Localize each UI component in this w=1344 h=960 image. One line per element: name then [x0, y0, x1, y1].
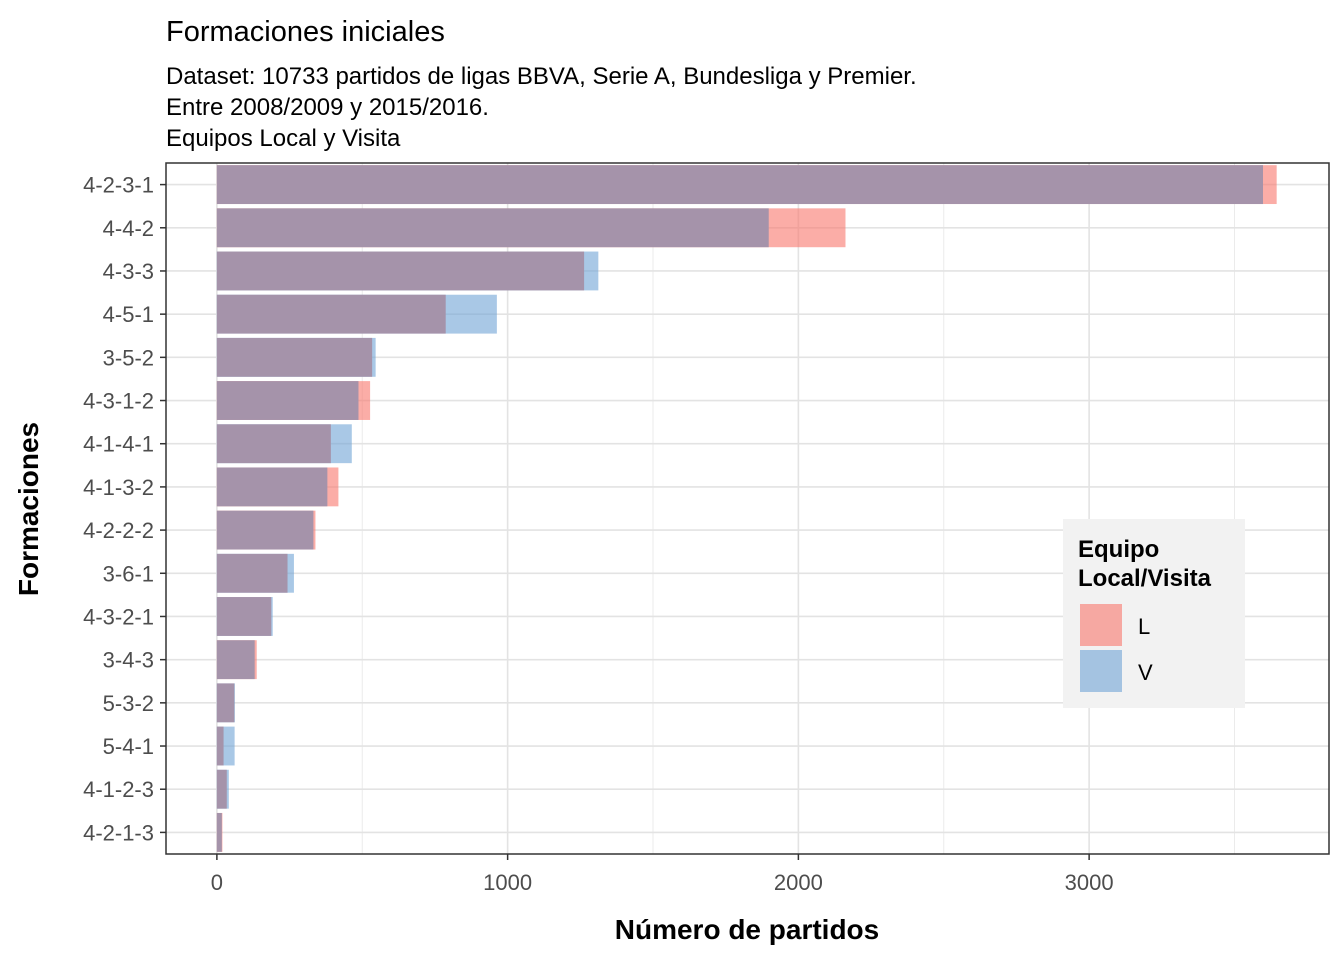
y-axis-label: Formaciones [13, 422, 44, 596]
bar-overlap-4-4-2 [216, 208, 769, 248]
y-tick-label: 4-3-1-2 [83, 389, 154, 414]
bars [216, 165, 1277, 852]
x-tick-label: 2000 [774, 870, 823, 895]
chart-subtitle-line-2: Entre 2008/2009 y 2015/2016. [166, 94, 489, 121]
bar-overlap-4-2-3-1 [216, 165, 1263, 205]
y-tick-label: 4-1-4-1 [83, 432, 154, 457]
legend-title-line-1: Equipo [1078, 536, 1159, 563]
bar-overlap-4-3-1-2 [216, 381, 359, 420]
y-tick-label: 3-4-3 [103, 648, 154, 673]
legend-key-v [1080, 650, 1122, 692]
legend-label-l: L [1138, 614, 1150, 639]
y-tick-label: 4-4-2 [103, 216, 154, 241]
bar-overlap-5-4-1 [216, 726, 224, 766]
bar-overlap-4-1-3-2 [216, 467, 328, 507]
chart-subtitle-line-1: Dataset: 10733 partidos de ligas BBVA, S… [166, 63, 917, 90]
y-axis: 4-2-3-1 4-4-2 4-3-3 4-5-1 3-5-2 4-3-1-2 4-1-4-… [83, 173, 166, 845]
y-tick-label: 4-3-2-1 [83, 604, 154, 629]
legend-label-v: V [1138, 660, 1153, 685]
legend-title-line-2: Local/Visita [1078, 565, 1212, 592]
bar-overlap-4-3-2-1 [216, 597, 272, 636]
y-tick-label: 4-3-3 [103, 259, 154, 284]
bar-overlap-3-4-3 [216, 640, 255, 680]
bar-overlap-4-5-1 [216, 294, 446, 334]
x-tick-label: 3000 [1065, 870, 1114, 895]
y-tick-label: 4-1-2-3 [83, 777, 154, 802]
y-tick-label: 5-3-2 [103, 691, 154, 716]
legend-key-l [1080, 604, 1122, 646]
x-axis-label: Número de partidos [615, 914, 879, 945]
x-tick-label: 1000 [483, 870, 532, 895]
y-tick-label: 5-4-1 [103, 734, 154, 759]
y-tick-label: 3-6-1 [103, 561, 154, 586]
y-tick-label: 4-2-2-2 [83, 518, 154, 543]
x-axis: 0 1000 2000 3000 [211, 854, 1114, 895]
y-tick-label: 4-2-3-1 [83, 173, 154, 198]
x-tick-label: 0 [211, 870, 223, 895]
bar-overlap-3-6-1 [216, 553, 288, 593]
plot-border [165, 162, 1330, 855]
y-tick-label: 4-1-3-2 [83, 475, 154, 500]
chart-title: Formaciones iniciales [166, 16, 445, 48]
bar-overlap-4-2-2-2 [216, 510, 314, 550]
legend: Equipo Local/Visita L V [1063, 519, 1245, 708]
chart-subtitle-line-3: Equipos Local y Visita [166, 125, 401, 152]
y-tick-label: 4-5-1 [103, 302, 154, 327]
bar-overlap-4-3-3 [216, 251, 585, 291]
y-tick-label: 4-2-1-3 [83, 820, 154, 845]
y-tick-label: 3-5-2 [103, 345, 154, 370]
bar-overlap-5-3-2 [216, 683, 235, 723]
bar-overlap-4-1-2-3 [216, 769, 227, 809]
bar-overlap-4-2-1-3 [216, 812, 222, 852]
bar-overlap-4-1-4-1 [216, 424, 331, 464]
bar-overlap-3-5-2 [216, 337, 373, 377]
